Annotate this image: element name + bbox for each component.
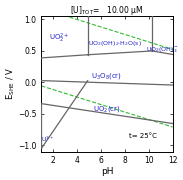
Text: UO$_2$(cr): UO$_2$(cr)	[93, 104, 121, 114]
X-axis label: pH: pH	[101, 167, 113, 176]
Y-axis label: E$_{\rm SHE}$ / V: E$_{\rm SHE}$ / V	[4, 67, 17, 100]
Text: UO$_2$(OH)$_3^-$: UO$_2$(OH)$_3^-$	[147, 46, 180, 55]
Text: U$^{3+}$: U$^{3+}$	[41, 135, 54, 144]
Text: U$_3$O$_8$(cr): U$_3$O$_8$(cr)	[92, 71, 123, 81]
Text: t= 25°C: t= 25°C	[129, 133, 157, 139]
Title: [U]$_{\rm TOT}$=   10.00 μM: [U]$_{\rm TOT}$= 10.00 μM	[70, 4, 144, 17]
Text: UO$_2$(OH)$_2$·H$_2$O(s): UO$_2$(OH)$_2$·H$_2$O(s)	[88, 39, 142, 48]
Text: UO$_2^{2+}$: UO$_2^{2+}$	[49, 31, 70, 45]
